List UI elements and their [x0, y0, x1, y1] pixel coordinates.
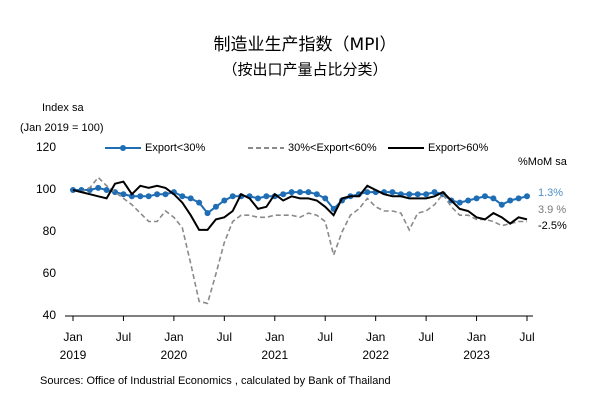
series-marker — [406, 191, 413, 198]
x-tick-label: Jul — [519, 330, 534, 344]
y-tick-label: 60 — [43, 266, 57, 280]
series-marker — [305, 189, 312, 196]
x-tick-label: Jul — [116, 330, 131, 344]
series-marker — [364, 189, 371, 196]
series-marker — [179, 193, 186, 200]
chart-subtitle: （按出口产量占比分类） — [222, 61, 387, 79]
annotation-header: %MoM sa — [518, 156, 568, 168]
series-marker — [507, 197, 514, 204]
series-marker — [498, 201, 505, 208]
x-year-label: 2023 — [463, 348, 490, 362]
series-marker — [187, 195, 194, 202]
legend-label: Export>60% — [428, 142, 488, 154]
x-tick-label: Jan — [164, 330, 183, 344]
end-label: 3.9 % — [538, 204, 566, 216]
series-marker — [137, 193, 144, 200]
series-marker — [288, 189, 295, 196]
x-tick-label: Jul — [418, 330, 433, 344]
series-marker — [154, 191, 161, 198]
series-marker — [414, 191, 421, 198]
legend-label: Export<30% — [145, 142, 205, 154]
series-marker — [280, 191, 287, 198]
series-marker — [128, 193, 135, 200]
series-marker — [473, 195, 480, 202]
series-marker — [120, 191, 127, 198]
series-line — [72, 176, 527, 305]
series-marker — [313, 191, 320, 198]
series-line — [72, 180, 528, 231]
y-axis-note: (Jan 2019 = 100) — [20, 122, 103, 134]
series-marker — [515, 195, 522, 202]
series-marker — [423, 191, 430, 198]
x-tick-label: Jul — [318, 330, 333, 344]
source: Sources: Office of Industrial Economics … — [40, 375, 391, 387]
x-year-label: 2021 — [261, 348, 288, 362]
series-marker — [465, 197, 472, 204]
series-marker — [524, 193, 530, 200]
y-tick-label: 120 — [36, 140, 56, 154]
x-year-label: 2022 — [362, 348, 389, 362]
x-year-label: 2020 — [161, 348, 188, 362]
x-tick-label: Jan — [63, 330, 82, 344]
series-marker — [389, 189, 396, 196]
series-marker — [297, 189, 303, 196]
series-marker — [196, 199, 203, 206]
legend-label: 30%<Export<60% — [288, 142, 377, 154]
series-marker — [162, 191, 169, 198]
series-marker — [212, 203, 219, 210]
x-year-label: 2019 — [60, 348, 87, 362]
x-tick-label: Jan — [366, 330, 385, 344]
end-label: -2.5% — [538, 220, 567, 232]
y-tick-label: 100 — [36, 182, 56, 196]
series-marker — [254, 195, 261, 202]
y-tick-label: 80 — [43, 224, 57, 238]
legend-marker — [120, 145, 126, 151]
series-marker — [456, 199, 463, 206]
y-tick-label: 40 — [43, 308, 57, 322]
series-marker — [263, 193, 270, 200]
series-marker — [204, 210, 211, 217]
series-marker — [229, 193, 236, 200]
series-marker — [431, 189, 438, 196]
series-marker — [145, 193, 152, 200]
y-axis-label: Index sa — [42, 102, 84, 114]
series-marker — [322, 195, 329, 202]
series-marker — [103, 187, 110, 193]
x-tick-label: Jan — [265, 330, 284, 344]
series-marker — [481, 193, 488, 200]
series-marker — [221, 197, 228, 204]
chart-title: 制造业生产指数（MPI） — [214, 35, 397, 55]
series-marker — [490, 195, 497, 202]
x-tick-label: Jan — [467, 330, 486, 344]
series-marker — [95, 184, 102, 191]
end-label: 1.3% — [538, 187, 563, 199]
x-tick-label: Jul — [217, 330, 232, 344]
